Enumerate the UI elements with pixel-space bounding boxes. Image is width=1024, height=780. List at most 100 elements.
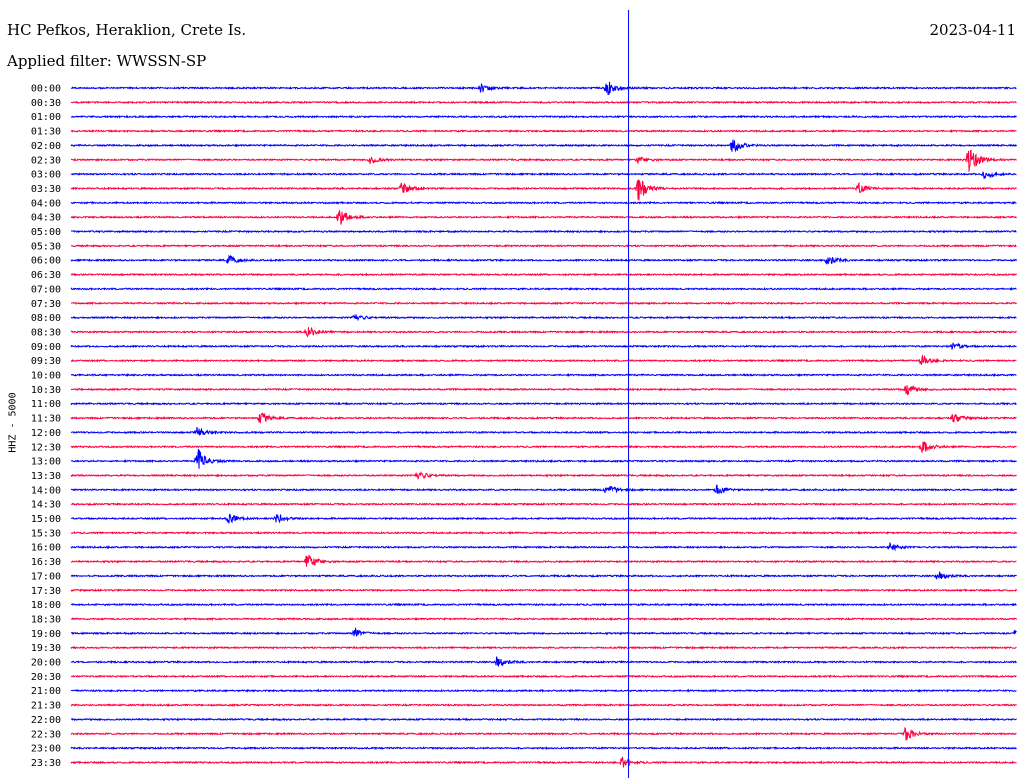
- row-time-label: 20:30: [31, 672, 61, 683]
- trace-line: [70, 301, 1017, 306]
- trace-line: [70, 756, 1017, 768]
- row-time-label: 00:00: [31, 84, 61, 95]
- row-time-label: 11:00: [31, 399, 61, 410]
- row-time-label: 01:30: [31, 127, 61, 138]
- trace-line: [70, 81, 1017, 96]
- row-time-label: 18:00: [31, 600, 61, 611]
- trace-line: [70, 588, 1017, 593]
- trace-line: [70, 645, 1017, 650]
- trace-line: [70, 412, 1017, 424]
- trace-line: [70, 129, 1017, 134]
- row-time-label: 13:00: [31, 457, 61, 468]
- row-time-label: 02:30: [31, 155, 61, 166]
- trace-line: [70, 426, 1017, 436]
- trace-line: [70, 114, 1017, 119]
- row-time-label: 08:30: [31, 327, 61, 338]
- row-time-label: 10:00: [31, 371, 61, 382]
- row-time-label: 16:00: [31, 543, 61, 554]
- trace-line: [70, 703, 1017, 708]
- trace-line: [70, 513, 1017, 524]
- trace-line: [70, 570, 1017, 580]
- trace-line: [70, 170, 1017, 179]
- trace-line: [70, 470, 1017, 480]
- trace-line: [70, 674, 1017, 679]
- trace-line: [70, 448, 1017, 469]
- trace-line: [70, 327, 1017, 338]
- trace-line: [70, 149, 1017, 172]
- trace-line: [70, 656, 1017, 667]
- row-time-label: 04:30: [31, 213, 61, 224]
- trace-line: [70, 726, 1017, 741]
- row-time-label: 01:00: [31, 112, 61, 123]
- trace-line: [70, 200, 1017, 205]
- row-time-label: 21:00: [31, 686, 61, 697]
- row-time-label: 09:00: [31, 342, 61, 353]
- trace-line: [70, 254, 1017, 265]
- trace-line: [70, 530, 1017, 535]
- filter-label: Applied filter: WWSSN-SP: [7, 52, 207, 70]
- row-time-label: 14:30: [31, 500, 61, 511]
- row-time-label: 03:00: [31, 170, 61, 181]
- row-time-label: 17:30: [31, 586, 61, 597]
- trace-line: [70, 688, 1017, 693]
- trace-line: [70, 602, 1017, 607]
- trace-line: [70, 372, 1017, 378]
- trace-line: [70, 385, 1017, 396]
- trace-line: [70, 179, 1017, 201]
- row-time-label: 05:00: [31, 227, 61, 238]
- trace-line: [70, 210, 1017, 225]
- row-time-label: 13:30: [31, 471, 61, 482]
- trace-line: [70, 100, 1017, 105]
- row-time-label: 22:00: [31, 715, 61, 726]
- row-time-label: 23:30: [31, 758, 61, 769]
- row-time-label: 19:30: [31, 643, 61, 654]
- trace-line: [71, 616, 1017, 621]
- row-time-label: 23:00: [31, 744, 61, 755]
- trace-line: [70, 542, 1017, 552]
- row-time-label: 09:30: [31, 356, 61, 367]
- trace-line: [71, 229, 1017, 234]
- row-time-label: 15:00: [31, 514, 61, 525]
- trace-line: [70, 354, 1017, 365]
- row-time-label: 22:30: [31, 729, 61, 740]
- trace-line: [70, 342, 1017, 350]
- trace-line: [70, 626, 1017, 637]
- row-time-label: 03:30: [31, 184, 61, 195]
- row-time-label: 04:00: [31, 198, 61, 209]
- row-time-label: 02:00: [31, 141, 61, 152]
- station-title: HC Pefkos, Heraklion, Crete Is.: [7, 21, 247, 39]
- row-time-label: 21:30: [31, 701, 61, 712]
- trace-line: [70, 314, 1017, 322]
- row-time-label: 12:30: [31, 442, 61, 453]
- row-time-label: 18:30: [31, 614, 61, 625]
- row-time-label: 11:30: [31, 414, 61, 425]
- trace-line: [70, 139, 1017, 153]
- trace-line: [70, 401, 1017, 406]
- row-time-label: 12:00: [31, 428, 61, 439]
- row-time-label: 05:30: [31, 241, 61, 252]
- row-time-label: 06:30: [31, 270, 61, 281]
- date-label: 2023-04-11: [929, 21, 1016, 39]
- row-time-label: 07:30: [31, 299, 61, 310]
- row-time-label: 00:30: [31, 98, 61, 109]
- row-time-label: 16:30: [31, 557, 61, 568]
- row-time-label: 14:00: [31, 485, 61, 496]
- row-time-label: 08:00: [31, 313, 61, 324]
- trace-line: [70, 441, 1017, 453]
- row-time-label: 20:00: [31, 658, 61, 669]
- trace-line: [70, 272, 1017, 277]
- trace-line: [70, 502, 1017, 507]
- row-time-label: 15:30: [31, 528, 61, 539]
- row-time-label: 06:00: [31, 256, 61, 267]
- row-time-label: 17:00: [31, 571, 61, 582]
- trace-line: [70, 243, 1017, 248]
- trace-line: [70, 746, 1017, 751]
- trace-line: [70, 484, 1017, 495]
- trace-line: [70, 286, 1017, 292]
- row-time-label: 10:30: [31, 385, 61, 396]
- row-time-label: 07:00: [31, 284, 61, 295]
- row-time-label: 19:00: [31, 629, 61, 640]
- trace-line: [70, 554, 1017, 567]
- trace-line: [70, 717, 1017, 722]
